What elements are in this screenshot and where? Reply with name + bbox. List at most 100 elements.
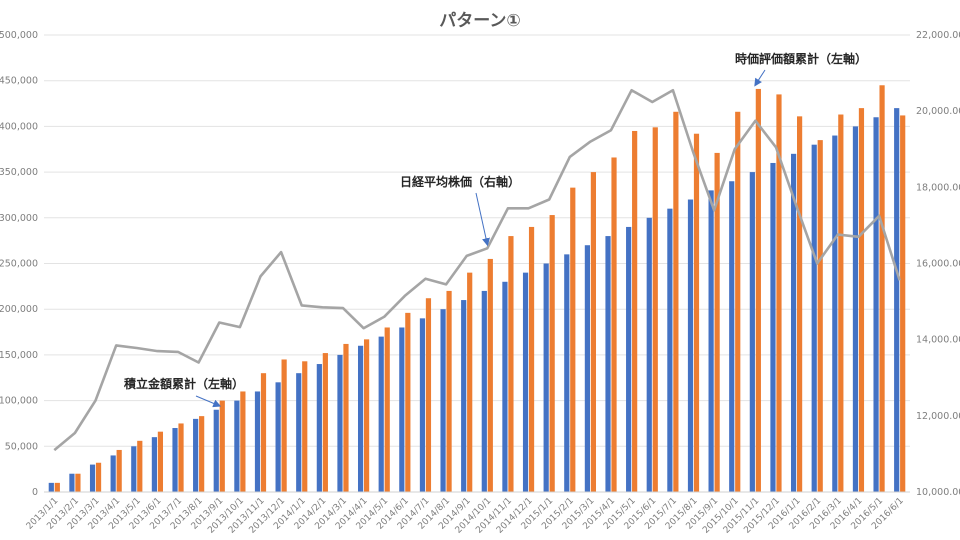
bar-s1-13: [322, 353, 328, 492]
annotation-label: 積立金額累計（左軸）: [123, 376, 244, 391]
bar-s0-14: [337, 354, 343, 492]
bar-s0-33: [729, 181, 735, 493]
bar-s1-28: [632, 130, 638, 492]
bar-s0-26: [584, 245, 591, 492]
bar-s0-16: [378, 336, 384, 492]
bar-s1-19: [446, 290, 452, 492]
bar-s1-8: [219, 400, 225, 492]
bar-s1-4: [137, 440, 143, 492]
bar-s1-21: [487, 258, 493, 492]
bar-s1-23: [528, 226, 535, 492]
bar-s1-1: [75, 473, 81, 492]
bar-s0-28: [626, 226, 632, 492]
bar-s1-0: [54, 482, 60, 492]
bar-s1-25: [570, 187, 576, 492]
series-line-nikkei: [53, 88, 901, 452]
bar-s0-34: [749, 172, 755, 492]
gridlines: [44, 34, 910, 493]
left-tick-label: 450,000: [0, 76, 38, 87]
right-tick-label: 16,000.00: [916, 259, 960, 270]
bar-s0-31: [687, 199, 694, 492]
right-tick-label: 22,000.00: [916, 30, 960, 41]
bar-s1-22: [508, 236, 514, 492]
bar-s0-29: [646, 217, 652, 493]
right-tick-label: 20,000.00: [916, 106, 960, 117]
bar-s0-3: [110, 455, 116, 492]
bar-s0-37: [811, 144, 817, 492]
bar-s1-16: [384, 327, 390, 492]
bar-s1-7: [199, 416, 205, 492]
bar-s0-2: [89, 464, 96, 492]
bar-s0-7: [193, 418, 199, 492]
left-tick-label: 0: [32, 487, 38, 498]
bar-s0-5: [151, 437, 158, 492]
bar-s0-21: [481, 290, 487, 492]
bar-s1-12: [302, 361, 308, 492]
left-tick-label: 50,000: [5, 441, 38, 452]
bar-s0-0: [48, 482, 54, 492]
bar-s0-20: [461, 300, 467, 492]
bar-s1-40: [879, 85, 885, 493]
bar-s0-41: [894, 108, 900, 493]
right-tick-label: 12,000.00: [916, 411, 960, 422]
bar-s1-30: [673, 111, 679, 492]
bar-s1-36: [796, 116, 803, 492]
bar-s0-32: [708, 190, 714, 492]
bar-s0-39: [852, 126, 859, 493]
bar-s0-13: [316, 364, 322, 492]
bar-s0-19: [440, 309, 446, 492]
bar-s0-40: [873, 117, 879, 492]
bar-s0-38: [832, 135, 838, 493]
bar-s1-39: [858, 108, 865, 493]
bar-s1-27: [611, 157, 617, 492]
bar-s0-17: [399, 327, 405, 492]
bar-s0-25: [564, 254, 570, 492]
bar-s0-35: [770, 162, 776, 492]
bar-s0-4: [131, 446, 137, 492]
bar-s0-30: [667, 208, 673, 492]
bar-s1-32: [714, 152, 720, 492]
annotation-arrow: [475, 192, 490, 247]
bar-s0-23: [522, 272, 529, 492]
left-tick-label: 350,000: [0, 167, 38, 178]
bar-s0-1: [69, 473, 75, 492]
bar-s1-9: [240, 391, 246, 492]
bar-s0-9: [234, 400, 240, 492]
bar-s1-20: [467, 272, 473, 492]
bar-s1-6: [178, 423, 184, 492]
bar-s1-3: [116, 449, 122, 492]
bar-s1-5: [157, 431, 164, 492]
bar-s0-27: [605, 236, 611, 492]
annotation-arrow: [754, 69, 766, 87]
bar-s0-11: [275, 382, 281, 492]
bar-s0-8: [213, 409, 219, 492]
annotation-arrow: [195, 395, 222, 408]
bar-s1-24: [549, 215, 555, 493]
left-tick-label: 100,000: [0, 396, 38, 407]
bar-s1-37: [817, 140, 823, 493]
chart-title: パターン①: [439, 11, 521, 31]
bar-s0-10: [254, 391, 261, 492]
bar-s0-6: [172, 428, 178, 492]
bar-s1-18: [425, 298, 432, 492]
bar-s1-26: [590, 172, 597, 492]
annotation-label: 時価評価額累計（左軸）: [735, 51, 867, 66]
bar-s1-31: [693, 133, 700, 492]
bar-s1-41: [900, 115, 906, 492]
left-tick-label: 250,000: [0, 259, 38, 270]
x-axis: 2013/1/12013/2/12013/3/12013/4/12013/5/1…: [25, 491, 910, 536]
right-tick-label: 14,000.00: [916, 335, 960, 346]
line-series: [53, 88, 901, 452]
left-y-axis: 0 50,000 100,000 150,000 200,000 250,000 300,0…: [0, 30, 38, 498]
bar-s1-33: [735, 111, 741, 492]
annotation-label: 日経平均株価（右軸）: [400, 174, 520, 189]
left-tick-label: 150,000: [0, 350, 38, 361]
bar-s0-36: [790, 153, 797, 492]
bar-s0-12: [296, 373, 302, 492]
bar-s1-34: [755, 88, 761, 493]
annotations: 積立金額累計（左軸） 日経平均株価（右軸） 時価評価額累計（左軸）: [123, 51, 867, 408]
bar-s1-15: [363, 339, 370, 492]
bar-s1-10: [260, 373, 267, 492]
bar-s1-17: [405, 312, 411, 492]
